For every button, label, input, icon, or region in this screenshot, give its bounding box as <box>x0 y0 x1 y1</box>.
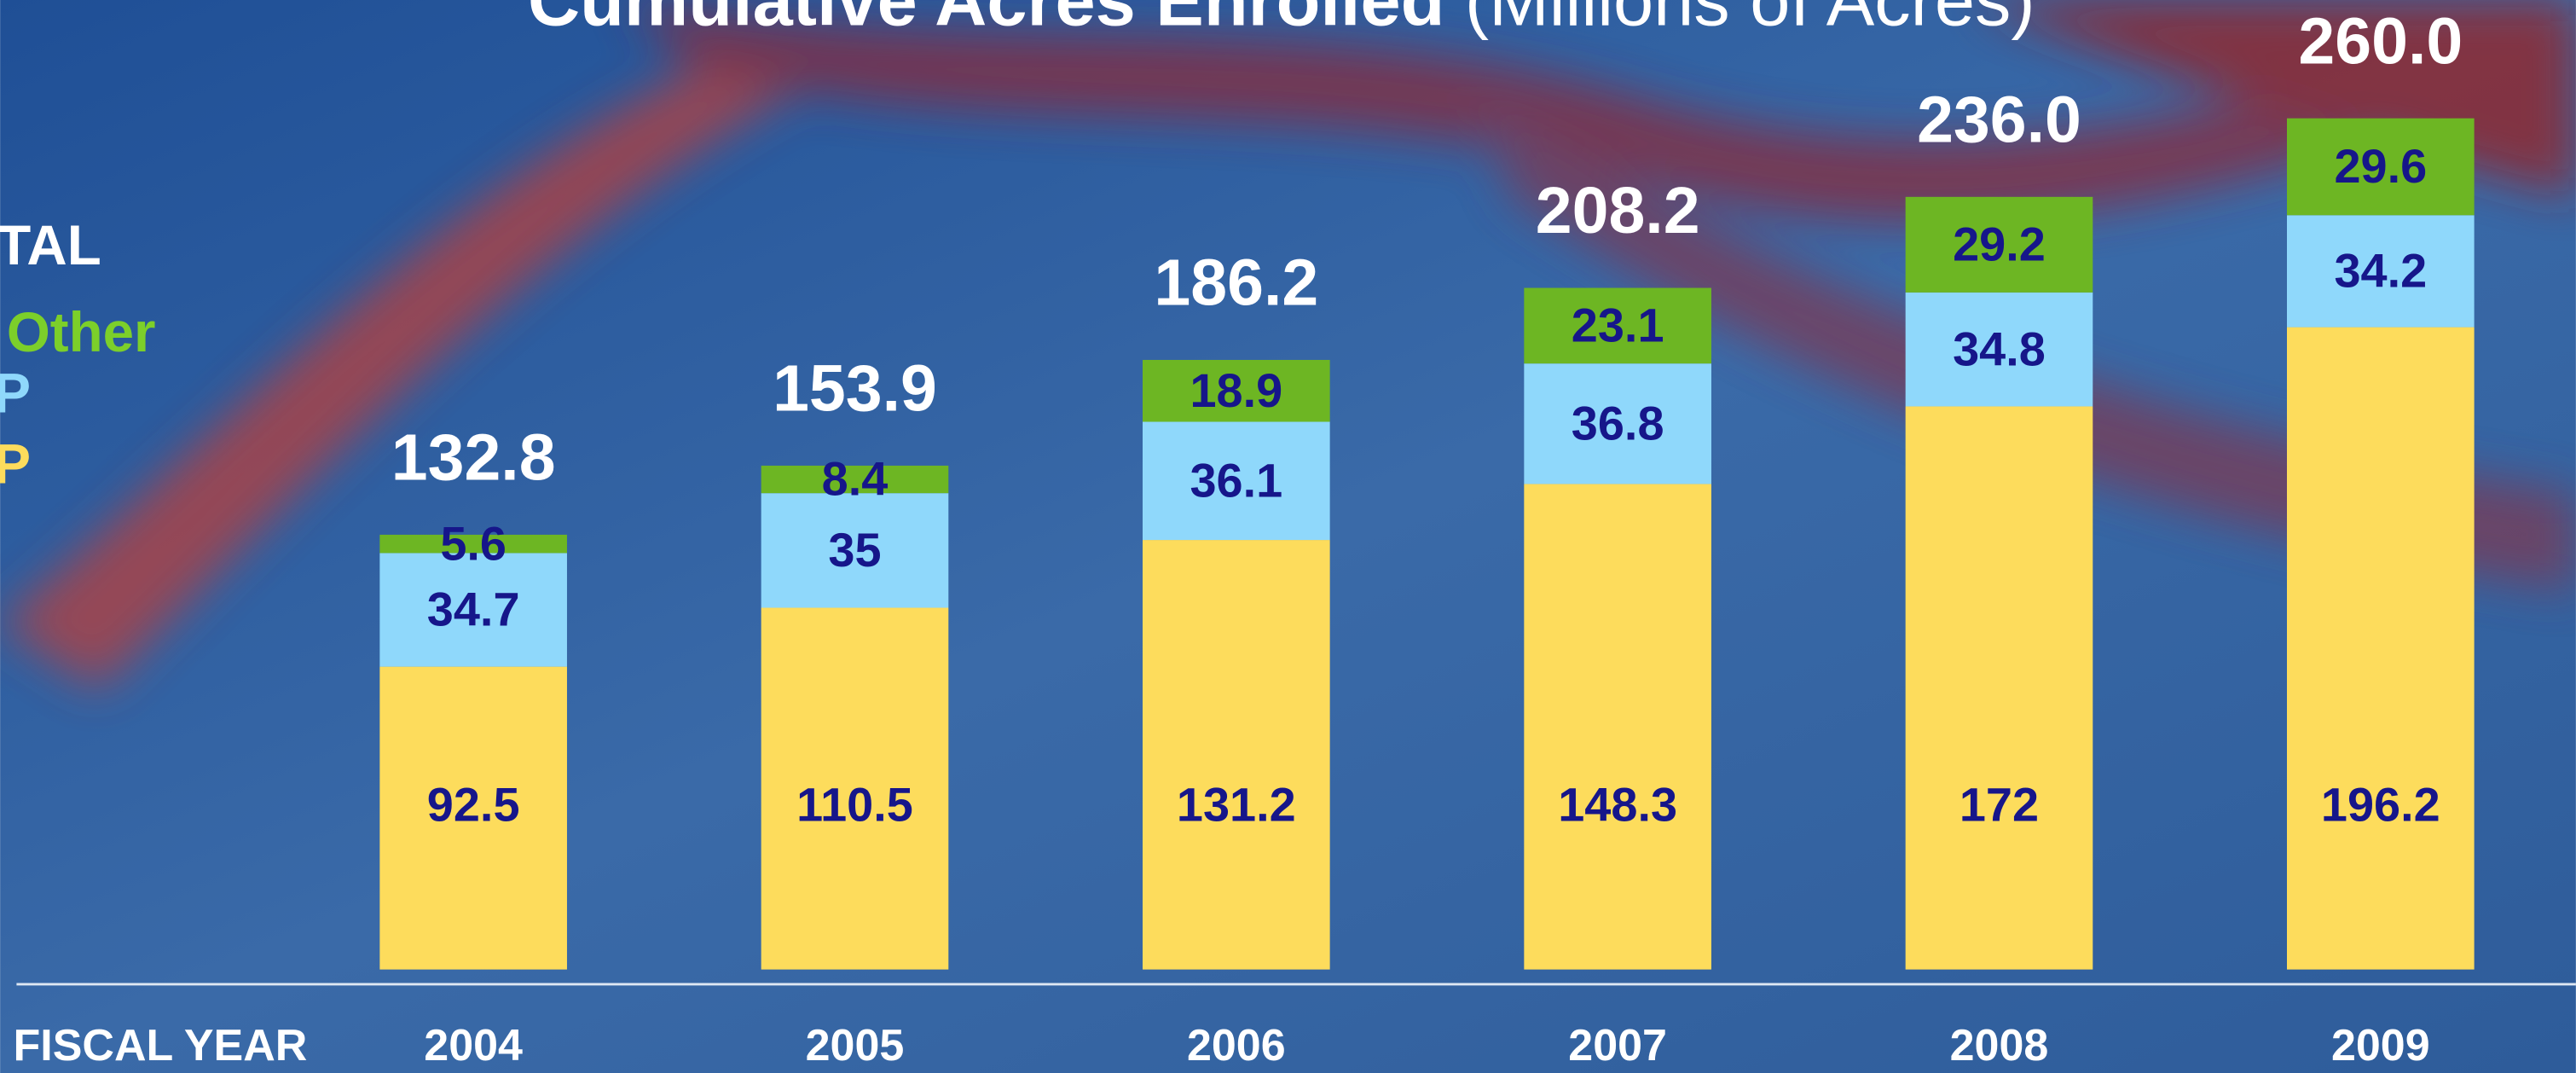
total-label: 186.2 <box>1154 246 1318 320</box>
bar-segment <box>1143 359 1330 422</box>
legend-label: P <box>0 432 31 495</box>
segment-label: 36.8 <box>1572 396 1664 450</box>
bar-segment <box>379 666 567 970</box>
total-label: 153.9 <box>773 352 937 426</box>
segment-label: 18.9 <box>1190 363 1282 417</box>
bar-segment <box>2287 118 2475 216</box>
bar-segment <box>1143 421 1330 541</box>
bar-segment <box>761 607 949 970</box>
bar-segment <box>761 465 949 494</box>
total-label: 132.8 <box>391 421 556 495</box>
x-tick-label: 2007 <box>1568 1021 1667 1070</box>
legend-label: Other <box>7 301 156 363</box>
bar-segment <box>1905 196 2093 293</box>
segment-label: 23.1 <box>1572 298 1664 351</box>
segment-label: 34.2 <box>2334 244 2427 298</box>
segment-label: 131.2 <box>1177 778 1296 832</box>
segment-label: 92.5 <box>427 778 520 832</box>
bar-segment <box>1524 484 1711 970</box>
x-tick-label: 2004 <box>424 1021 523 1070</box>
segment-label: 196.2 <box>2321 778 2440 832</box>
total-label: 236.0 <box>1917 83 2081 156</box>
x-tick-label: 2005 <box>806 1021 905 1070</box>
segment-label: 34.7 <box>427 583 520 636</box>
bar-segment <box>1143 540 1330 970</box>
chart-title: Cumulative Acres Enrolled (Millions of A… <box>528 0 2035 41</box>
bar-segment <box>379 553 567 667</box>
segment-label: 29.6 <box>2334 139 2427 193</box>
bar-segment <box>761 493 949 608</box>
bar-segment <box>2287 327 2475 970</box>
bar-segment <box>1905 292 2093 407</box>
segment-label: 35 <box>828 523 881 577</box>
bar-segment <box>1905 406 2093 970</box>
x-tick-label: 2006 <box>1187 1021 1286 1070</box>
segment-label: 172 <box>1959 778 2039 832</box>
x-tick-label: 2008 <box>1950 1021 2049 1070</box>
bar-segment <box>1524 287 1711 364</box>
segment-label: 29.2 <box>1953 217 2046 270</box>
total-label: 208.2 <box>1536 174 1700 247</box>
segment-label: 110.5 <box>796 778 913 832</box>
legend-total: TAL <box>0 214 101 276</box>
x-tick-label: 2009 <box>2331 1021 2430 1070</box>
segment-label: 5.6 <box>440 516 507 570</box>
subtitle: (Millions of Acres) <box>1465 0 2035 41</box>
bar-segment <box>379 534 567 554</box>
legend-label: P <box>0 362 31 425</box>
segment-label: 8.4 <box>822 452 889 506</box>
segment-label: 34.8 <box>1953 322 2046 375</box>
bar-segment <box>1524 363 1711 484</box>
title: Cumulative Acres Enrolled <box>528 0 1444 41</box>
bar-segment <box>2287 215 2475 328</box>
x-axis-label: FISCAL YEAR <box>14 1021 308 1070</box>
segment-label: 148.3 <box>1558 778 1677 832</box>
segment-label: 36.1 <box>1190 453 1282 507</box>
total-label: 260.0 <box>2298 4 2463 78</box>
